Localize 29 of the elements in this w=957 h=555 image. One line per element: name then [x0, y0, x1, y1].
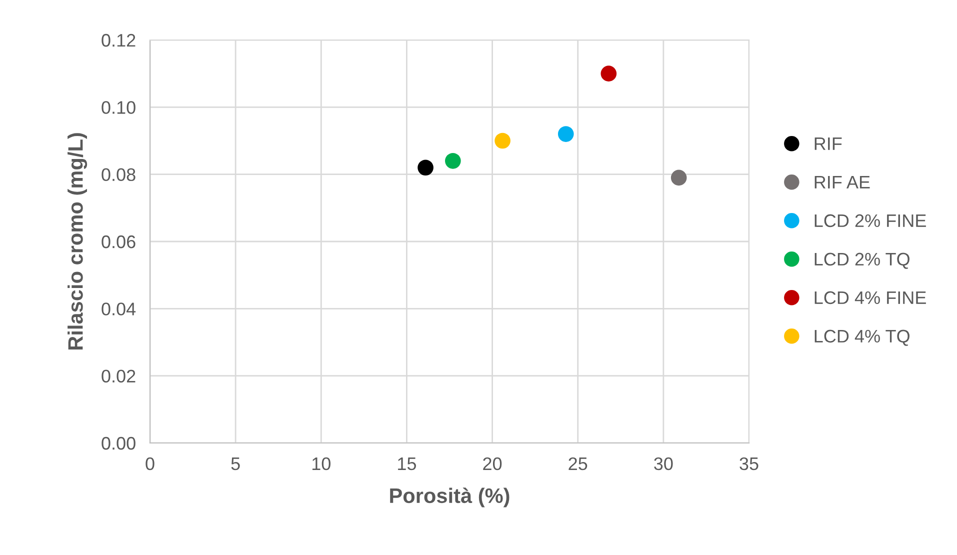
legend-label: RIF AE [814, 176, 870, 188]
x-tick-label: 20 [483, 457, 502, 470]
x-tick-label: 30 [654, 457, 673, 470]
legend-label: LCD 4% FINE [814, 291, 926, 304]
legend-label: RIF [814, 138, 842, 150]
x-tick-label: 35 [740, 457, 758, 470]
x-axis-title: Porosità (%) [390, 488, 510, 508]
y-tick-label: 0.00 [102, 436, 136, 450]
legend-label: LCD 2% FINE [814, 214, 926, 228]
point [558, 126, 574, 142]
y-tick-label: 0.12 [102, 34, 136, 47]
x-tick-label: 25 [568, 457, 588, 470]
y-axis-title: Rilascio cromo (mg/L) [68, 133, 88, 350]
y-tick-label: 0.02 [102, 370, 136, 383]
legend-label: LCD 4% TQ [814, 330, 910, 346]
x-tick-label: 0 [146, 457, 154, 470]
y-tick-label: 0.06 [102, 235, 136, 248]
point [494, 132, 510, 149]
y-tick-label: 0.08 [102, 168, 136, 182]
point [670, 170, 687, 186]
x-tick-label: 10 [312, 457, 330, 470]
x-tick-label: 15 [398, 458, 416, 470]
x-tick-label: 5 [231, 458, 240, 470]
point [418, 160, 434, 176]
y-tick-label: 0.10 [102, 101, 136, 114]
legend-label: LCD 2% TQ [814, 252, 910, 269]
y-tick-label: 0.04 [102, 302, 136, 316]
point [445, 152, 461, 169]
point [600, 66, 617, 82]
